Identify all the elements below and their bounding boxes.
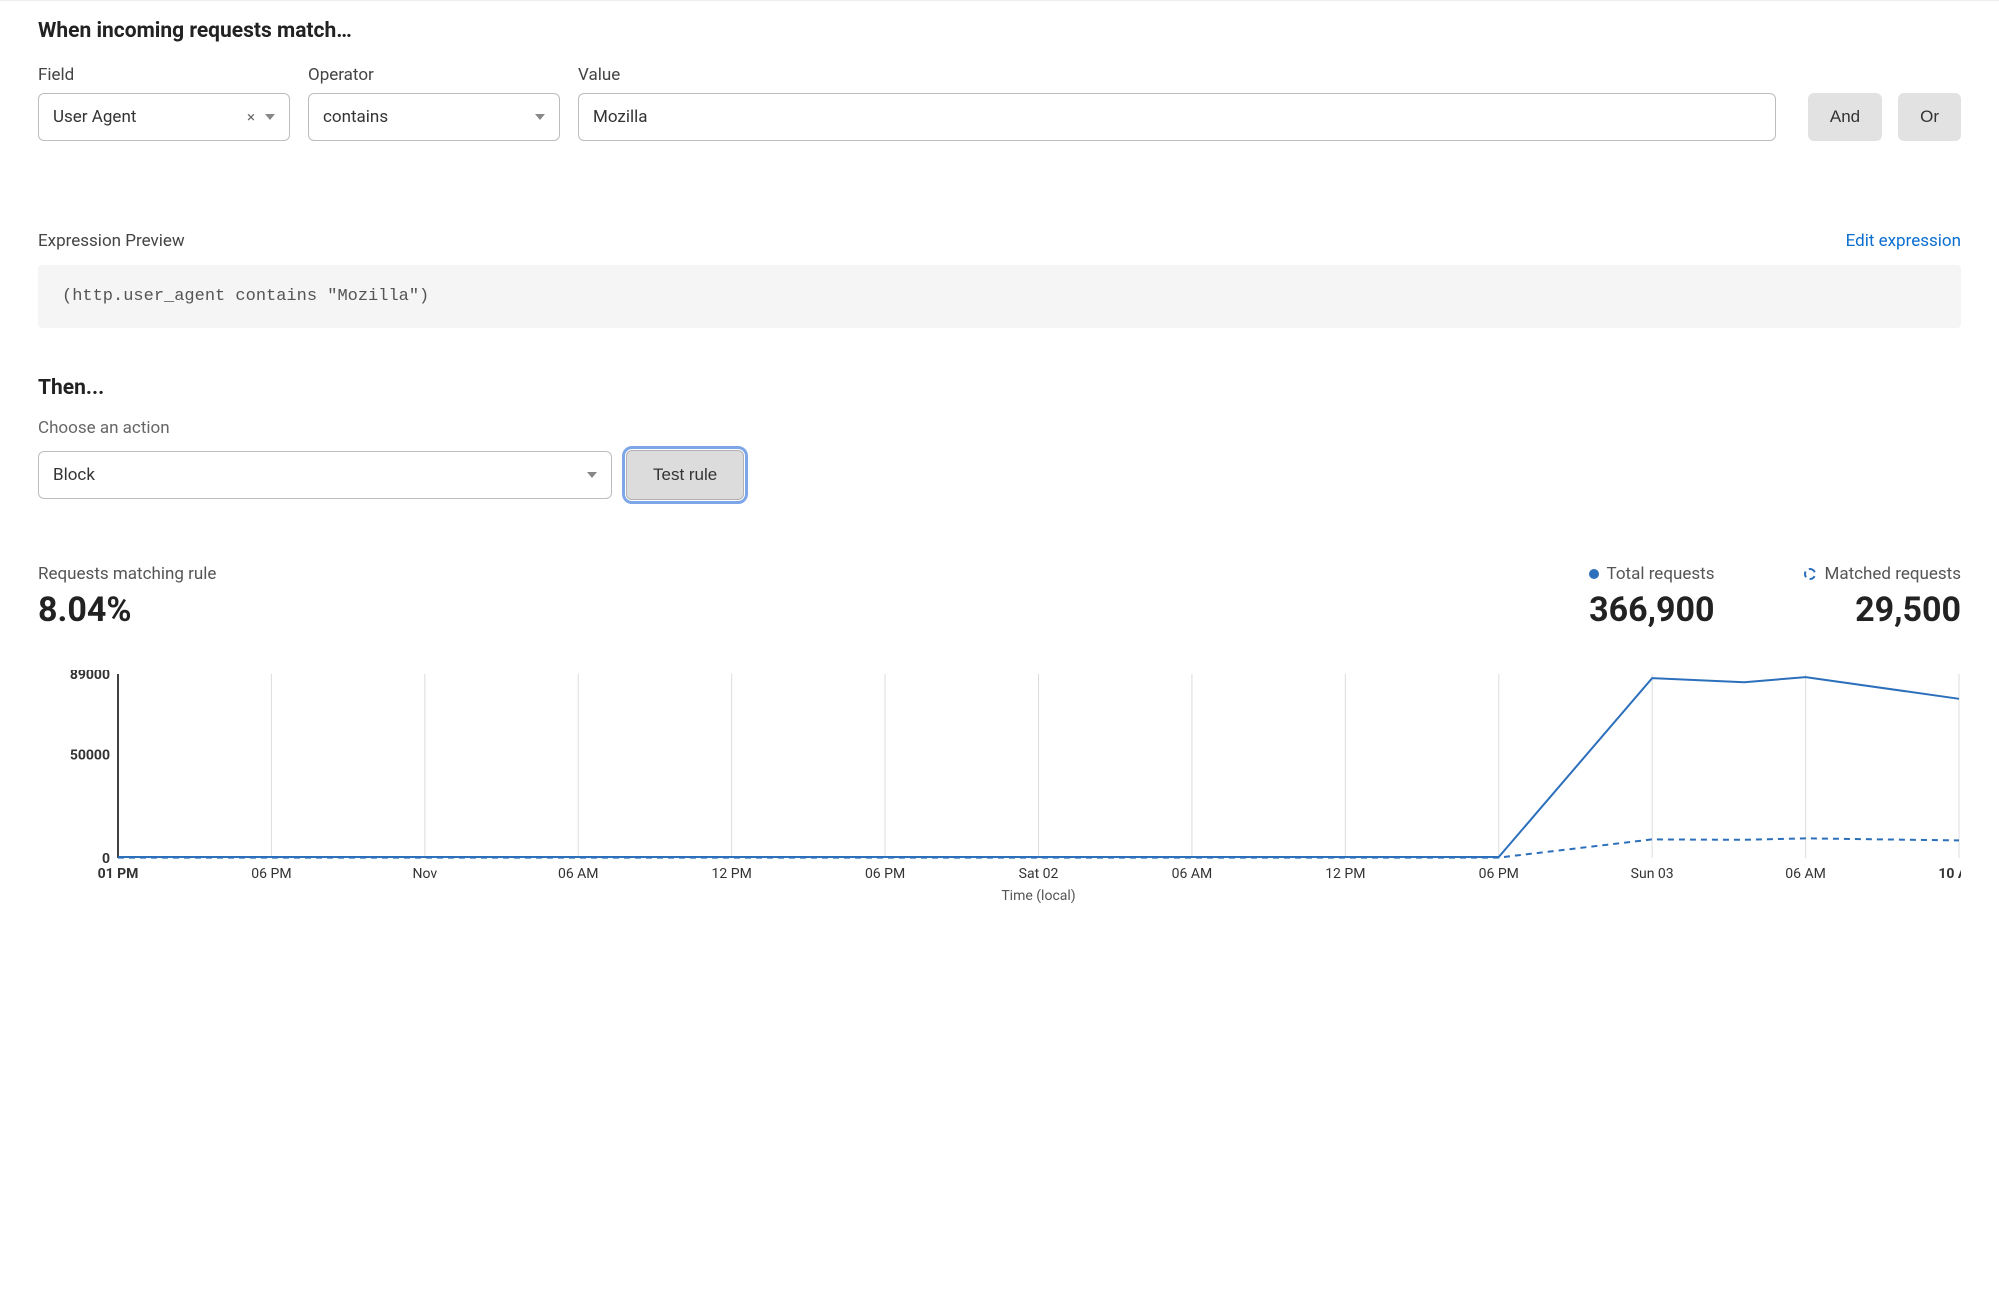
operator-select-value: contains (323, 107, 535, 127)
logic-button-group: And Or (1808, 93, 1961, 141)
stat-matched: Matched requests 29,500 (1804, 564, 1961, 630)
and-button[interactable]: And (1808, 93, 1882, 141)
matched-legend-icon (1804, 568, 1816, 580)
action-label: Choose an action (38, 418, 1961, 438)
svg-text:06 PM: 06 PM (865, 866, 905, 882)
match-section-title: When incoming requests match… (38, 19, 1961, 43)
svg-text:06 AM: 06 AM (1785, 866, 1826, 882)
then-title: Then... (38, 376, 1961, 400)
chevron-down-icon (587, 472, 597, 478)
value-input-text: Mozilla (593, 107, 648, 127)
then-section: Then... Choose an action Block Test rule (38, 376, 1961, 500)
svg-text:06 PM: 06 PM (251, 866, 291, 882)
expression-preview-title: Expression Preview (38, 231, 185, 251)
svg-text:12 PM: 12 PM (1325, 866, 1365, 882)
requests-chart-svg: 0 50000 89000 01 PM 06 PM Nov 06 AM 12 PM 06 PM S… (62, 670, 1961, 904)
svg-text:89000: 89000 (70, 670, 110, 683)
chevron-down-icon (265, 114, 275, 120)
svg-text:Sat 02: Sat 02 (1019, 866, 1059, 882)
stat-matched-label: Matched requests (1804, 564, 1961, 584)
stat-matched-label-text: Matched requests (1824, 564, 1961, 584)
expression-preview-section: Expression Preview Edit expression (http… (38, 231, 1961, 328)
svg-text:06 AM: 06 AM (558, 866, 599, 882)
or-button[interactable]: Or (1898, 93, 1961, 141)
svg-text:Nov: Nov (413, 866, 438, 882)
svg-text:10 AM: 10 AM (1938, 866, 1961, 882)
svg-text:Time (local): Time (local) (1001, 888, 1075, 904)
svg-text:06 PM: 06 PM (1479, 866, 1519, 882)
field-group-value: Value Mozilla (578, 65, 1776, 141)
stat-total: Total requests 366,900 (1589, 564, 1715, 630)
action-select-value: Block (53, 465, 587, 485)
field-select-value: User Agent (53, 107, 245, 127)
stat-total-label: Total requests (1589, 564, 1715, 584)
clear-icon[interactable]: × (245, 108, 257, 126)
svg-text:Sun 03: Sun 03 (1631, 866, 1674, 882)
svg-text:0: 0 (102, 851, 110, 867)
operator-label: Operator (308, 65, 560, 85)
stat-matching-label: Requests matching rule (38, 564, 216, 584)
rule-builder-row: Field User Agent × Operator contains Val… (38, 65, 1961, 141)
stat-total-label-text: Total requests (1607, 564, 1715, 584)
chevron-down-icon (535, 114, 545, 120)
stats-section: Requests matching rule 8.04% Total reque… (38, 564, 1961, 630)
operator-select[interactable]: contains (308, 93, 560, 141)
field-label: Field (38, 65, 290, 85)
value-input[interactable]: Mozilla (578, 93, 1776, 141)
field-group-field: Field User Agent × (38, 65, 290, 141)
requests-chart: 0 50000 89000 01 PM 06 PM Nov 06 AM 12 PM 06 PM S… (62, 670, 1961, 904)
svg-text:50000: 50000 (70, 748, 110, 764)
stat-matching-value: 8.04% (38, 590, 216, 630)
stat-matched-value: 29,500 (1804, 590, 1961, 630)
edit-expression-link[interactable]: Edit expression (1846, 231, 1961, 251)
stat-total-value: 366,900 (1589, 590, 1715, 630)
stat-matching: Requests matching rule 8.04% (38, 564, 216, 630)
value-label: Value (578, 65, 1776, 85)
action-select[interactable]: Block (38, 451, 612, 499)
field-group-operator: Operator contains (308, 65, 560, 141)
test-rule-button[interactable]: Test rule (626, 450, 744, 500)
svg-text:01 PM: 01 PM (98, 866, 139, 882)
svg-text:12 PM: 12 PM (712, 866, 752, 882)
total-legend-icon (1589, 569, 1599, 579)
field-select[interactable]: User Agent × (38, 93, 290, 141)
svg-text:06 AM: 06 AM (1172, 866, 1213, 882)
expression-preview-content: (http.user_agent contains "Mozilla") (38, 265, 1961, 328)
